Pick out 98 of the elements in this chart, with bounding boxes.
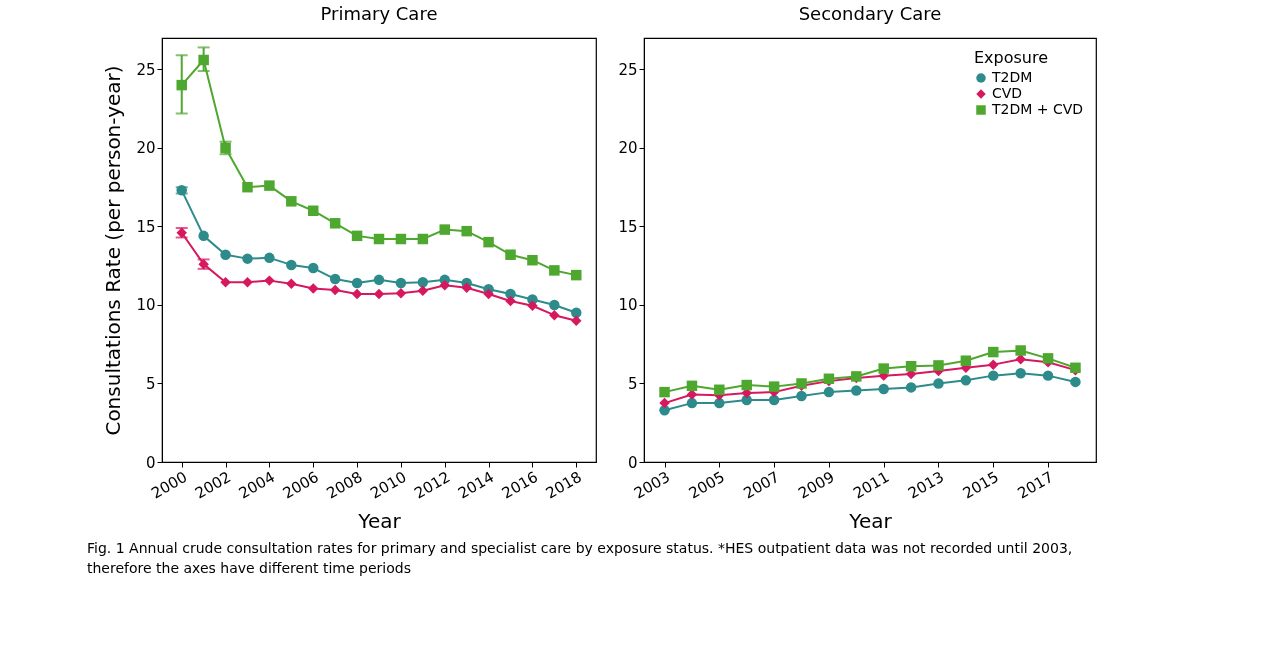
point	[220, 249, 231, 260]
point	[242, 253, 253, 264]
point	[988, 346, 999, 358]
chart-title: Secondary Care	[798, 3, 942, 24]
point	[395, 287, 407, 299]
y-tick-label: 20	[136, 139, 156, 158]
point	[395, 277, 407, 289]
point	[714, 384, 725, 396]
point	[198, 54, 209, 66]
point	[329, 273, 341, 285]
point	[933, 378, 944, 389]
point	[571, 307, 582, 319]
point	[308, 205, 319, 216]
point	[351, 230, 363, 242]
y-axis-title: Consultations Rate (per person-year)	[101, 65, 126, 436]
point	[571, 315, 582, 326]
y-tick-label: 20	[618, 139, 638, 158]
legend-title: Exposure	[974, 48, 1049, 67]
point	[851, 385, 862, 396]
point	[905, 360, 917, 372]
y-tick-label: 15	[136, 217, 156, 236]
point	[329, 218, 341, 229]
point	[461, 225, 472, 237]
point	[220, 276, 231, 288]
point	[741, 379, 752, 391]
point	[505, 295, 516, 307]
point	[308, 262, 319, 274]
point	[286, 259, 297, 271]
point	[461, 282, 472, 293]
point	[988, 370, 999, 381]
y-tick-label: 25	[136, 60, 156, 79]
x-axis-title: Year	[357, 508, 402, 533]
point	[960, 375, 972, 386]
point	[417, 276, 429, 288]
point	[505, 249, 516, 260]
point	[1070, 376, 1081, 388]
point	[686, 397, 698, 409]
point	[373, 274, 385, 286]
point	[527, 300, 538, 311]
legend-label: CVD	[992, 85, 1023, 101]
point	[286, 278, 297, 290]
point	[1042, 370, 1054, 381]
point	[373, 288, 385, 300]
point	[483, 236, 494, 248]
point	[768, 381, 780, 392]
point	[549, 309, 560, 321]
y-tick-label: 10	[618, 296, 638, 315]
y-tick-label: 0	[145, 453, 156, 472]
point	[1042, 353, 1054, 364]
point	[264, 275, 275, 286]
point	[483, 288, 494, 300]
point	[242, 181, 253, 193]
point	[714, 397, 725, 409]
point	[351, 288, 363, 300]
legend-label: T2DM	[991, 69, 1033, 85]
point	[549, 265, 560, 276]
point	[176, 79, 187, 91]
point	[198, 230, 209, 242]
point	[264, 252, 275, 264]
point	[373, 233, 385, 245]
point	[823, 386, 835, 398]
point	[264, 180, 275, 191]
chart-title: Primary Care	[320, 3, 438, 24]
point	[549, 299, 560, 311]
point	[439, 280, 450, 291]
point	[395, 233, 407, 245]
y-tick-label: 25	[618, 60, 638, 79]
point	[933, 360, 944, 371]
point	[571, 269, 582, 281]
point	[905, 382, 917, 393]
point	[659, 386, 670, 398]
point	[439, 224, 450, 235]
y-tick-label: 0	[627, 453, 638, 472]
point	[878, 363, 889, 374]
point	[417, 285, 429, 297]
point	[960, 355, 972, 366]
point	[878, 383, 889, 395]
point	[329, 284, 341, 296]
y-tick-label: 5	[627, 374, 638, 393]
point	[686, 380, 698, 392]
x-axis-title: Year	[848, 508, 893, 533]
point	[796, 390, 807, 402]
point	[659, 397, 670, 409]
point	[286, 196, 297, 207]
point	[768, 394, 780, 406]
y-tick-label: 10	[136, 296, 156, 315]
point	[417, 233, 429, 245]
legend-label: T2DM + CVD	[991, 101, 1084, 117]
point	[988, 359, 999, 370]
point	[242, 276, 253, 288]
point	[527, 254, 538, 266]
point	[1015, 368, 1026, 379]
point	[308, 283, 319, 294]
point	[351, 277, 363, 289]
point	[1015, 345, 1026, 356]
y-tick-label: 5	[145, 374, 156, 393]
y-tick-label: 15	[618, 217, 638, 236]
caption: Fig. 1 Annual crude consultation rates for primary and specialist care by exposure status. *HES outpatient data was not recorded until 2003, therefore the axes have different time periods	[87, 540, 1073, 576]
